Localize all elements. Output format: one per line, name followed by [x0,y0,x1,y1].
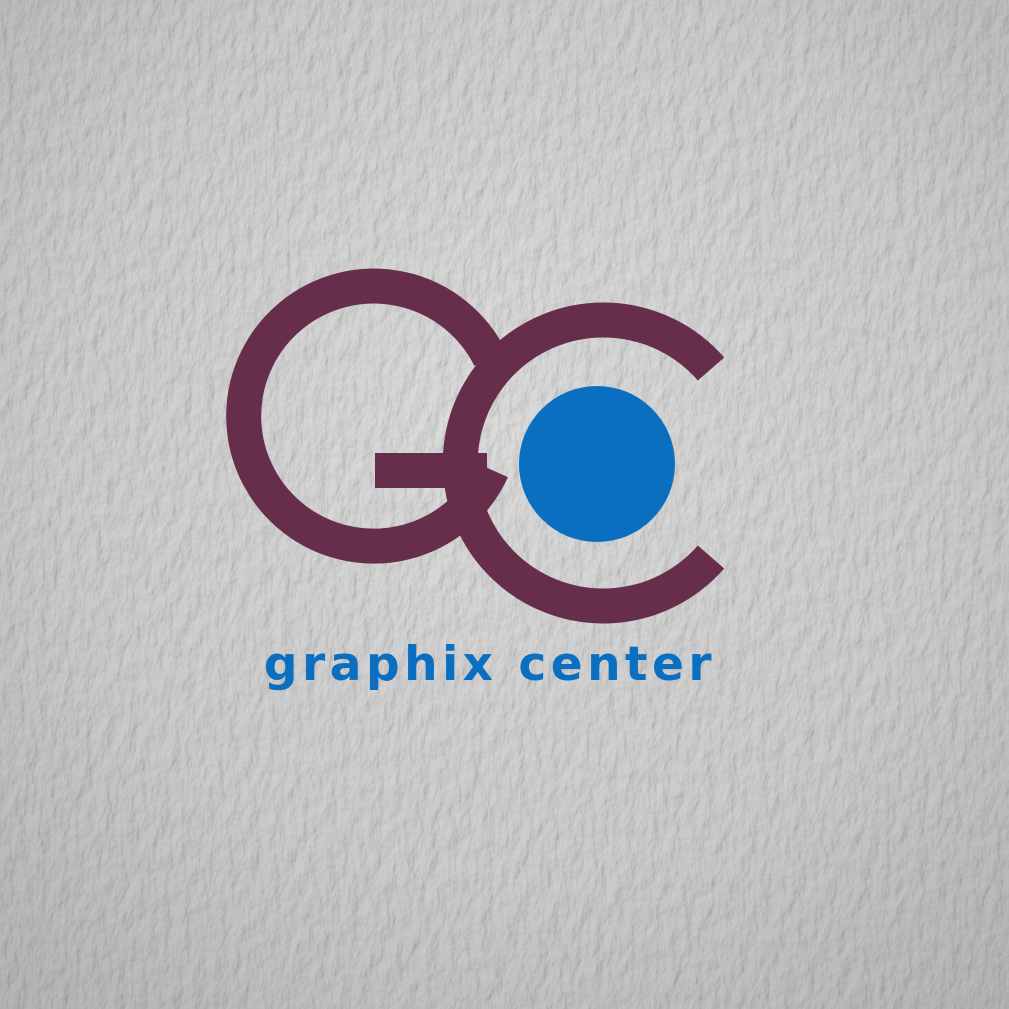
accent-dot [519,386,675,542]
letter-g-arc [226,268,508,564]
brand-wordmark: graphix center [263,637,717,692]
letter-c-arc [442,302,725,624]
